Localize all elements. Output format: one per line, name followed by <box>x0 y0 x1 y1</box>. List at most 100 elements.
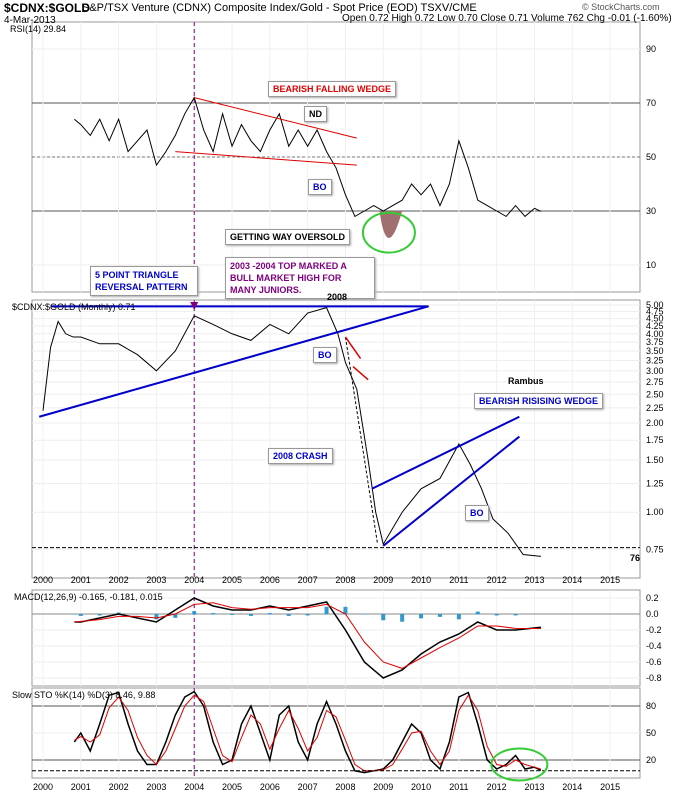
bo-price-label: BO <box>313 347 337 363</box>
sto-circle <box>490 747 549 782</box>
x-tick-label: 2009 <box>373 575 393 585</box>
x-tick-label: 2008 <box>335 782 355 792</box>
macd-histogram-bar <box>78 614 83 616</box>
macd-histogram-bar <box>494 614 499 616</box>
x-tick-label: 2000 <box>33 575 53 585</box>
y-tick-label: 3.50 <box>646 346 664 356</box>
x-tick-label: 2003 <box>146 575 166 585</box>
bo-wedge-label: BO <box>465 505 489 521</box>
y-tick-label: -0.6 <box>646 657 662 667</box>
y-tick-label: 2.50 <box>646 389 664 399</box>
crash-label: 2008 CRASH <box>268 448 333 464</box>
macd-histogram-bar <box>343 606 348 615</box>
panel-frame-1 <box>31 299 641 579</box>
macd-histogram-bar <box>211 613 216 615</box>
macd-histogram-bar <box>286 614 291 616</box>
macd-histogram-bar <box>267 613 272 615</box>
sto-d-line <box>74 694 542 772</box>
marker-2004-arrow <box>190 302 199 310</box>
x-tick-label: 2001 <box>71 782 91 792</box>
x-tick-label: 2002 <box>109 782 129 792</box>
y-tick-label: -0.4 <box>646 641 662 651</box>
macd-histogram-bar <box>324 606 329 615</box>
y-tick-label: 4.25 <box>646 321 664 331</box>
macd-histogram-bar <box>475 611 480 615</box>
x-tick-label: 2005 <box>222 782 242 792</box>
year-2008-label: 2008 <box>327 292 348 302</box>
triangle-label: 5 POINT TRIANGLE REVERSAL PATTERN <box>90 266 198 296</box>
rising-wedge-label: BEARISH RISISING WEDGE <box>474 393 604 409</box>
price-title: $CDNX:$GOLD (Monthly) 0.71 <box>12 302 136 312</box>
macd-signal-line <box>74 602 541 669</box>
y-tick-label: 50 <box>646 728 656 738</box>
price-line <box>42 307 541 557</box>
red-wedge-line <box>344 336 362 359</box>
x-tick-label: 2014 <box>562 782 582 792</box>
x-tick-label: 2012 <box>487 782 507 792</box>
x-tick-label: 2002 <box>109 575 129 585</box>
macd-histogram-bar <box>362 614 367 615</box>
macd-histogram-bar <box>97 614 102 616</box>
panel-frame-2 <box>31 589 641 687</box>
y-tick-label: -0.2 <box>646 625 662 635</box>
x-tick-label: 2003 <box>146 782 166 792</box>
x-tick-label: 2011 <box>449 782 468 792</box>
sto-title: Slow STO %K(14) %D(3) 8.46, 9.88 <box>12 690 156 700</box>
y-tick-label: 4.50 <box>646 314 664 324</box>
rsi-line <box>74 96 542 218</box>
macd-histogram-bar <box>381 614 386 621</box>
oversold-label: GETTING WAY OVERSOLD <box>225 229 351 245</box>
ohlc-readout: Open 0.72 High 0.72 Low 0.70 Close 0.71 … <box>342 13 672 24</box>
y-tick-label: 2.25 <box>646 403 664 413</box>
y-tick-label: 1.75 <box>646 435 664 445</box>
y-tick-label: 0.0 <box>646 609 659 619</box>
x-tick-label: 2001 <box>71 575 91 585</box>
y-tick-label: 1.25 <box>646 479 664 489</box>
x-tick-label: 2007 <box>298 782 318 792</box>
x-tick-label: 2008 <box>335 575 355 585</box>
y-tick-label: 20 <box>646 755 656 765</box>
macd-histogram-bar <box>192 611 197 615</box>
y-tick-label: 30 <box>646 206 656 216</box>
x-tick-label: 2014 <box>562 575 582 585</box>
y-tick-label: 3.00 <box>646 366 664 376</box>
y-tick-label: 2.75 <box>646 377 664 387</box>
macd-histogram-bar <box>456 614 461 620</box>
macd-histogram-bar <box>135 614 140 615</box>
y-tick-label: 70 <box>646 98 656 108</box>
x-tick-label: 2009 <box>373 782 393 792</box>
rsi-oversold-circle <box>361 211 416 254</box>
symbol-title: $CDNX:$GOLD <box>4 1 91 15</box>
x-tick-label: 2006 <box>260 575 280 585</box>
macd-histogram-bar <box>248 614 253 616</box>
y-tick-label: 90 <box>646 44 656 54</box>
bearish-falling-wedge-label: BEARISH FALLING WEDGE <box>268 81 397 97</box>
rambus-label: Rambus <box>508 376 544 386</box>
y-tick-label: 0.75 <box>646 544 664 554</box>
x-tick-label: 2013 <box>524 782 544 792</box>
y-tick-label: 1.00 <box>646 507 664 517</box>
x-tick-label: 2007 <box>298 575 318 585</box>
x-tick-label: 2006 <box>260 782 280 792</box>
x-tick-label: 2000 <box>33 782 53 792</box>
macd-histogram-bar <box>400 614 405 622</box>
rsi-wedge-lower <box>175 151 357 166</box>
sto-k-line <box>73 690 542 774</box>
y-tick-label: -0.8 <box>646 673 662 683</box>
x-tick-label: 2005 <box>222 575 242 585</box>
x-tick-label: 2011 <box>449 575 468 585</box>
y-tick-label: 50 <box>646 152 656 162</box>
x-tick-label: 2010 <box>411 575 431 585</box>
macd-histogram-bar <box>230 614 235 615</box>
y-tick-label: 80 <box>646 701 656 711</box>
x-tick-label: 2015 <box>600 575 620 585</box>
rsi-wedge-upper <box>194 97 357 139</box>
x-tick-label: 2010 <box>411 782 431 792</box>
y-tick-label: 4.00 <box>646 329 664 339</box>
triangle-bottom-line <box>38 305 429 418</box>
y-tick-label: 10 <box>646 260 656 270</box>
macd-histogram-bar <box>154 614 159 620</box>
y-tick-label: 1.50 <box>646 455 664 465</box>
x-tick-label: 2004 <box>184 782 204 792</box>
x-tick-label: 2015 <box>600 782 620 792</box>
